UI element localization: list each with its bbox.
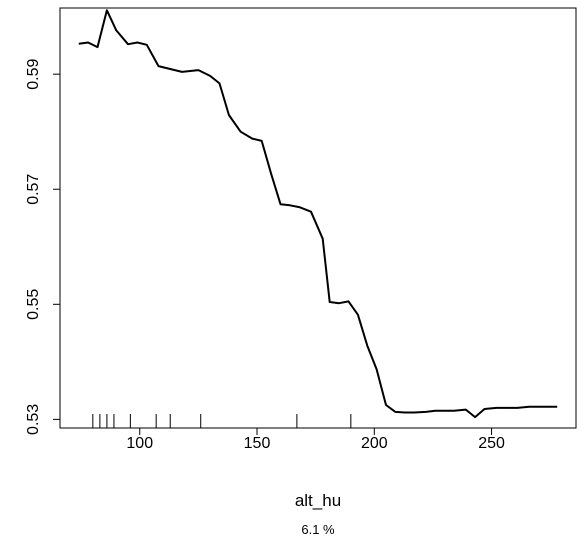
x-tick-label: 200 xyxy=(361,435,388,452)
x-tick-label: 150 xyxy=(244,435,271,452)
rug-marks xyxy=(92,414,352,428)
y-tick-label: 0.53 xyxy=(25,404,42,435)
x-tick-label: 250 xyxy=(478,435,505,452)
y-axis: 0.53 0.55 0.57 0.59 xyxy=(25,58,60,435)
x-axis: 100 150 200 250 xyxy=(126,428,505,452)
y-tick-label: 0.55 xyxy=(25,289,42,320)
plot-frame xyxy=(59,7,577,429)
x-tick-label: 100 xyxy=(126,435,153,452)
series-line xyxy=(78,9,558,419)
y-tick-label: 0.57 xyxy=(25,174,42,205)
chart-subtitle: 6.1 % xyxy=(301,522,335,537)
y-tick-label: 0.59 xyxy=(25,58,42,89)
x-axis-title: alt_hu xyxy=(295,491,341,510)
